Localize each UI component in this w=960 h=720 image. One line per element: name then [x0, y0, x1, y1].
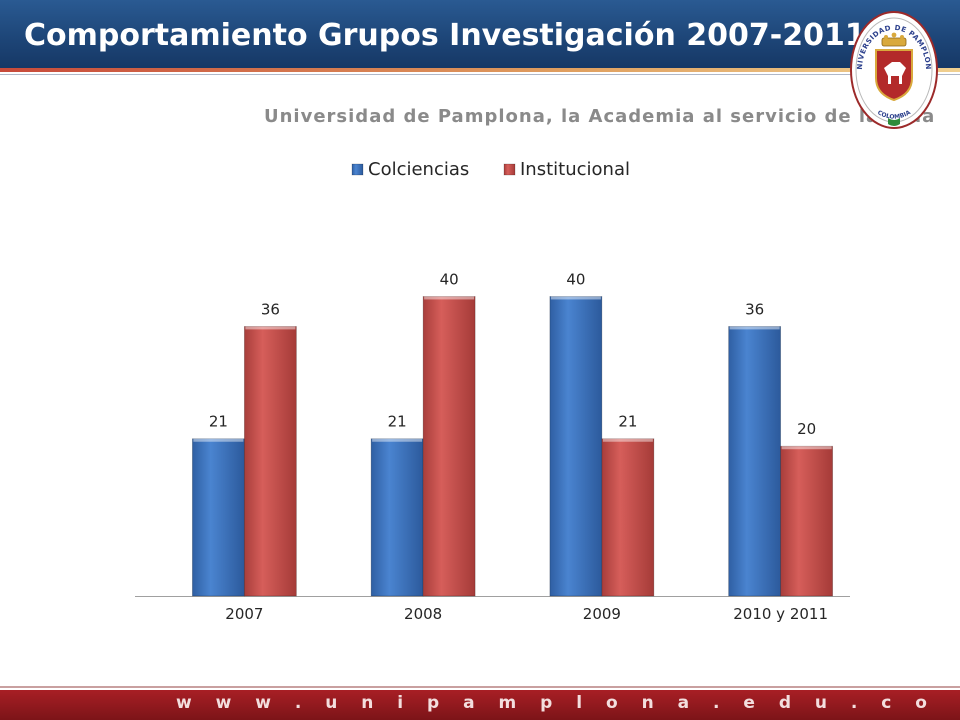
- x-tick-label-2: 2009: [583, 605, 621, 623]
- bar-institucional-3: [780, 445, 834, 597]
- bar-highlight-0-1: [372, 438, 423, 442]
- bar-colciencias-1: [370, 438, 424, 597]
- slide-title: Comportamiento Grupos Investigación 2007…: [24, 18, 866, 53]
- data-label-1-1: 40: [440, 270, 459, 288]
- bar-highlight-0-0: [193, 438, 244, 442]
- data-label-1-0: 36: [261, 300, 280, 318]
- footer-bar: [0, 690, 960, 720]
- bar-colciencias-0: [191, 438, 245, 597]
- university-seal-logo: UNIVERSIDAD DE PAMPLONA COLOMBIA: [848, 6, 938, 129]
- bar-colciencias-2: [549, 296, 603, 597]
- legend-swatch-1: [503, 163, 516, 176]
- bar-institucional-2: [601, 438, 655, 597]
- data-label-1-2: 21: [618, 413, 637, 431]
- x-tick-label-3: 2010 y 2011: [733, 605, 828, 623]
- bar-highlight-1-0: [245, 326, 296, 330]
- data-label-1-3: 20: [797, 420, 816, 438]
- bar-highlight-1-3: [781, 446, 832, 450]
- bar-highlight-1-1: [424, 296, 475, 300]
- bar-highlight-0-2: [550, 296, 601, 300]
- data-label-0-0: 21: [209, 413, 228, 431]
- bar-colciencias-3: [728, 325, 782, 597]
- slide-subtitle: Universidad de Pamplona, la Academia al …: [264, 106, 936, 127]
- svg-text:COLOMBIA: COLOMBIA: [876, 109, 912, 121]
- bar-highlight-0-3: [729, 326, 780, 330]
- legend-label-0: Colciencias: [368, 159, 469, 180]
- bar-highlight-1-2: [602, 438, 653, 442]
- legend-swatch-0: [351, 163, 364, 176]
- data-label-0-1: 21: [388, 413, 407, 431]
- header-accent-stripe: [0, 68, 960, 72]
- footer-url: w w w . u n i p a m p l o n a . e d u . …: [176, 693, 936, 713]
- bar-chart: 21 36 2007 21 40 2008 40 21 2009 36 20 2010 y 2011 C…: [135, 159, 850, 623]
- bar-institucional-0: [243, 325, 297, 597]
- footer-divider: [0, 686, 960, 688]
- legend-label-1: Institucional: [520, 159, 630, 180]
- header-divider: [0, 74, 960, 75]
- x-tick-label-1: 2008: [404, 605, 442, 623]
- bar-institucional-1: [422, 296, 476, 597]
- x-tick-label-0: 2007: [225, 605, 263, 623]
- data-label-0-2: 40: [566, 270, 585, 288]
- data-label-0-3: 36: [745, 300, 764, 318]
- header-bar: [0, 0, 960, 72]
